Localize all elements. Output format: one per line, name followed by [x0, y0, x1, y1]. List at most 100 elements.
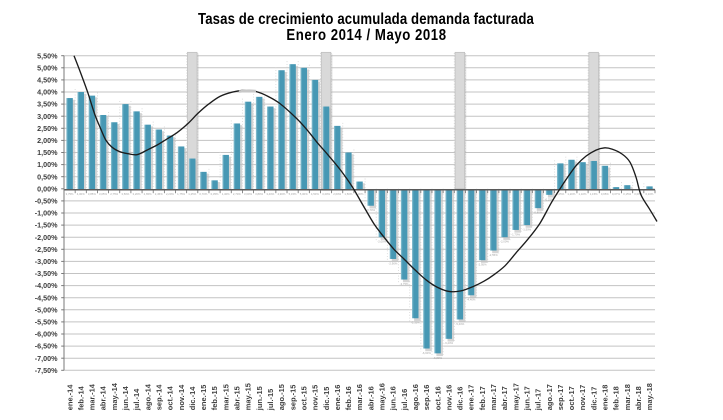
svg-text:mar.-16: mar.-16	[355, 384, 364, 410]
svg-text:-0,50%: -0,50%	[35, 197, 58, 206]
svg-text:4,50%: 4,50%	[311, 192, 319, 196]
svg-text:mar.-14: mar.-14	[88, 383, 97, 410]
svg-text:1,50%: 1,50%	[37, 148, 58, 157]
svg-text:2,75%: 2,75%	[110, 192, 118, 196]
svg-text:-1,70%: -1,70%	[511, 232, 520, 236]
svg-text:-5,40%: -5,40%	[455, 322, 464, 326]
svg-text:-2,90%: -2,90%	[389, 261, 398, 265]
svg-text:-2,00%: -2,00%	[35, 233, 58, 242]
svg-text:-5,35%: -5,35%	[411, 321, 420, 325]
svg-text:dic.-17: dic.-17	[589, 387, 598, 411]
svg-text:4,90%: 4,90%	[277, 192, 285, 196]
svg-text:mar.-15: mar.-15	[221, 384, 230, 410]
svg-text:-1,50%: -1,50%	[35, 221, 58, 230]
svg-text:feb.-17: feb.-17	[478, 386, 487, 410]
svg-text:2,60%: 2,60%	[333, 192, 341, 196]
svg-text:jun.-16: jun.-16	[389, 386, 398, 411]
svg-text:3,80%: 3,80%	[255, 192, 263, 196]
svg-text:nov.-14: nov.-14	[177, 384, 186, 410]
svg-text:feb.-16: feb.-16	[344, 386, 353, 410]
svg-text:5,15%: 5,15%	[289, 192, 297, 196]
svg-text:may.-16: may.-16	[378, 383, 387, 410]
svg-text:may.-17: may.-17	[511, 383, 520, 410]
svg-text:3,75%: 3,75%	[66, 192, 74, 196]
svg-text:dic.-14: dic.-14	[188, 386, 197, 410]
svg-text:-2,55%: -2,55%	[489, 253, 498, 257]
svg-text:1,50%: 1,50%	[344, 192, 352, 196]
svg-text:2,00%: 2,00%	[37, 136, 58, 145]
svg-text:3,40%: 3,40%	[266, 192, 274, 196]
svg-text:1,20%: 1,20%	[567, 192, 575, 196]
svg-text:-1,00%: -1,00%	[35, 209, 58, 218]
svg-text:-5,50%: -5,50%	[35, 318, 58, 327]
svg-text:4,00%: 4,00%	[77, 192, 85, 196]
svg-text:1,10%: 1,10%	[579, 192, 587, 196]
svg-text:4,00%: 4,00%	[37, 88, 58, 97]
svg-text:1,25%: 1,25%	[188, 192, 196, 196]
svg-text:Enero 2014 / Mayo 2018: Enero 2014 / Mayo 2018	[286, 27, 446, 44]
svg-text:-0,70%: -0,70%	[366, 208, 375, 212]
svg-text:-4,40%: -4,40%	[467, 298, 476, 302]
svg-text:-4,00%: -4,00%	[35, 281, 58, 290]
svg-text:dic.-15: dic.-15	[322, 387, 331, 411]
svg-text:-3,50%: -3,50%	[35, 269, 58, 278]
svg-text:ago.-16: ago.-16	[411, 384, 420, 410]
svg-text:0,00%: 0,00%	[634, 192, 642, 196]
svg-text:ene.-16: ene.-16	[333, 385, 342, 411]
svg-text:0,07%: 0,07%	[612, 192, 620, 196]
svg-text:ene.-14: ene.-14	[65, 384, 74, 410]
svg-text:-2,50%: -2,50%	[35, 245, 58, 254]
svg-text:0,15%: 0,15%	[623, 192, 631, 196]
svg-text:feb.-15: feb.-15	[210, 386, 219, 410]
svg-text:3,05%: 3,05%	[99, 192, 107, 196]
svg-text:jul.-17: jul.-17	[534, 389, 543, 412]
svg-text:0,95%: 0,95%	[601, 192, 609, 196]
svg-text:0,50%: 0,50%	[37, 172, 58, 181]
svg-text:may.-18: may.-18	[645, 383, 654, 410]
svg-text:0,35%: 0,35%	[211, 192, 219, 196]
svg-text:jun.-15: jun.-15	[255, 386, 264, 411]
svg-text:-6,50%: -6,50%	[35, 342, 58, 351]
svg-text:-6,20%: -6,20%	[444, 341, 453, 345]
svg-text:-1,50%: -1,50%	[522, 228, 531, 232]
svg-text:3,50%: 3,50%	[121, 192, 129, 196]
svg-text:0,00%: 0,00%	[37, 184, 58, 193]
svg-text:may.-15: may.-15	[244, 383, 253, 410]
svg-text:-6,80%: -6,80%	[433, 356, 442, 360]
svg-text:3,60%: 3,60%	[244, 192, 252, 196]
svg-text:4,50%: 4,50%	[37, 76, 58, 85]
svg-text:nov.-15: nov.-15	[311, 385, 320, 411]
svg-text:abr.-14: abr.-14	[99, 385, 108, 410]
svg-text:ago.-14: ago.-14	[143, 383, 152, 410]
svg-text:-0,80%: -0,80%	[533, 211, 542, 215]
svg-text:-5,00%: -5,00%	[35, 305, 58, 314]
svg-text:3,00%: 3,00%	[37, 112, 58, 121]
svg-text:-0,25%: -0,25%	[545, 197, 554, 201]
svg-text:jul.-15: jul.-15	[266, 389, 275, 412]
svg-text:sep.-15: sep.-15	[288, 385, 297, 411]
svg-text:-2,95%: -2,95%	[478, 263, 487, 267]
svg-text:0,10%: 0,10%	[645, 192, 653, 196]
svg-text:oct.-14: oct.-14	[166, 385, 175, 410]
svg-text:feb.-14: feb.-14	[76, 385, 85, 410]
svg-text:-3,75%: -3,75%	[400, 282, 409, 286]
svg-text:abr.-18: abr.-18	[634, 386, 643, 410]
svg-text:3,20%: 3,20%	[133, 192, 141, 196]
svg-text:-6,00%: -6,00%	[35, 330, 58, 339]
svg-text:3,40%: 3,40%	[322, 192, 330, 196]
svg-text:0,30%: 0,30%	[356, 192, 364, 196]
svg-text:-3,00%: -3,00%	[35, 257, 58, 266]
svg-text:-7,50%: -7,50%	[35, 366, 58, 375]
svg-text:2,65%: 2,65%	[144, 192, 152, 196]
svg-text:2,70%: 2,70%	[233, 192, 241, 196]
svg-text:2,50%: 2,50%	[37, 124, 58, 133]
svg-text:5,00%: 5,00%	[300, 192, 308, 196]
svg-text:0,70%: 0,70%	[199, 192, 207, 196]
svg-text:Tasas de crecimiento acumulada: Tasas de crecimiento acumulada demanda f…	[198, 11, 535, 28]
svg-text:nov.-16: nov.-16	[444, 385, 453, 411]
svg-text:1,75%: 1,75%	[177, 192, 185, 196]
svg-text:1,05%: 1,05%	[556, 192, 564, 196]
svg-text:-6,60%: -6,60%	[422, 351, 431, 355]
svg-text:sep.-14: sep.-14	[154, 384, 163, 410]
svg-text:1,15%: 1,15%	[590, 192, 598, 196]
